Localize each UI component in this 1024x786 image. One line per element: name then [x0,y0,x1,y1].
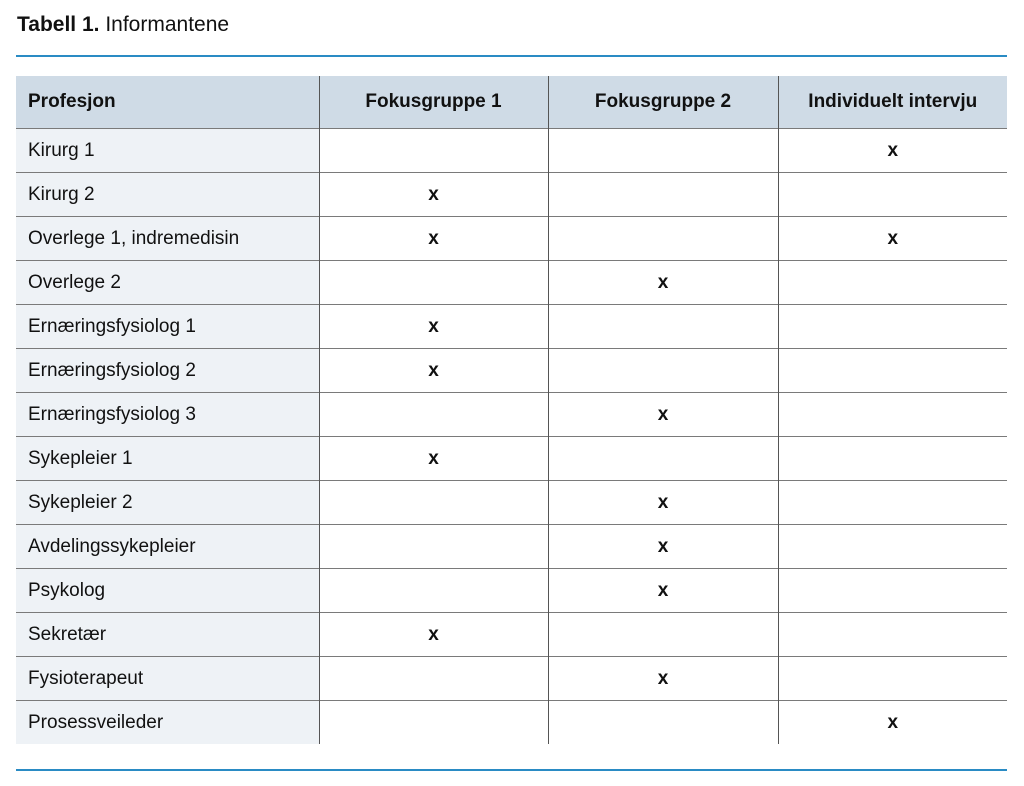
participation-cell [318,128,548,173]
participation-cell [547,128,778,173]
table-row: Fysioterapeut x [16,656,1007,701]
table-row: Psykolog x [16,568,1007,613]
profession-cell: Ernæringsfysiolog 2 [16,348,319,393]
top-rule [16,55,1007,57]
participation-cell: x [318,612,548,657]
participation-cell: x [777,128,1007,173]
table-row: Avdelingssykepleier x [16,524,1007,569]
participation-cell [777,304,1007,349]
participation-cell [318,260,548,305]
participation-cell: x [318,436,548,481]
column-header: Fokusgruppe 2 [547,76,778,129]
participation-cell: x [547,656,778,701]
table-row: Kirurg 1 x [16,128,1007,173]
participation-cell [547,304,778,349]
participation-cell [777,612,1007,657]
profession-cell: Avdelingssykepleier [16,524,319,569]
profession-cell: Sykepleier 1 [16,436,319,481]
profession-cell: Overlege 2 [16,260,319,305]
profession-cell: Sekretær [16,612,319,657]
participation-cell [547,612,778,657]
profession-cell: Overlege 1, indremedisin [16,216,319,261]
profession-cell: Ernæringsfysiolog 3 [16,392,319,437]
participation-cell [547,700,778,744]
column-header: Individuelt intervju [777,76,1007,129]
participation-cell: x [777,216,1007,261]
participation-cell [318,392,548,437]
profession-cell: Prosessveileder [16,700,319,744]
participation-cell: x [318,172,548,217]
header-row: Profesjon Fokusgruppe 1 Fokusgruppe 2 Indiv… [16,76,1007,129]
participation-cell: x [318,304,548,349]
participation-cell [318,480,548,525]
participation-cell [318,568,548,613]
participation-cell [318,656,548,701]
table-row: Ernæringsfysiolog 3 x [16,392,1007,437]
participation-cell: x [547,568,778,613]
participation-cell [777,480,1007,525]
participation-cell [547,348,778,393]
participation-cell: x [547,480,778,525]
participation-cell [777,524,1007,569]
table-caption: Tabell 1. Informantene [17,13,229,37]
profession-cell: Fysioterapeut [16,656,319,701]
table-row: Sykepleier 2 x [16,480,1007,525]
participation-cell [777,172,1007,217]
profession-cell: Kirurg 1 [16,128,319,173]
participation-cell [777,348,1007,393]
participation-cell: x [547,260,778,305]
participation-cell [777,392,1007,437]
profession-cell: Psykolog [16,568,319,613]
profession-cell: Ernæringsfysiolog 1 [16,304,319,349]
table-row: Prosessveileder x [16,700,1007,744]
table-row: Overlege 1, indremedisin x x [16,216,1007,261]
profession-cell: Kirurg 2 [16,172,319,217]
participation-cell: x [547,392,778,437]
table-row: Overlege 2 x [16,260,1007,305]
caption-title: Informantene [105,13,230,36]
participation-cell: x [318,216,548,261]
participation-cell [777,436,1007,481]
column-header: Fokusgruppe 1 [318,76,548,129]
participation-cell [318,524,548,569]
participation-cell [777,568,1007,613]
participation-cell [777,656,1007,701]
participation-cell [318,700,548,744]
column-header: Profesjon [16,76,319,129]
participation-cell [547,436,778,481]
participation-cell: x [318,348,548,393]
caption-label: Tabell 1. [17,13,100,36]
bottom-rule [16,769,1007,771]
participation-cell [777,260,1007,305]
participation-cell [547,216,778,261]
table-row: Sekretær x [16,612,1007,657]
participation-cell [547,172,778,217]
participation-cell: x [547,524,778,569]
profession-cell: Sykepleier 2 [16,480,319,525]
participation-cell: x [777,700,1007,744]
informants-table: Profesjon Fokusgruppe 1 Fokusgruppe 2 Indiv… [16,76,1007,744]
